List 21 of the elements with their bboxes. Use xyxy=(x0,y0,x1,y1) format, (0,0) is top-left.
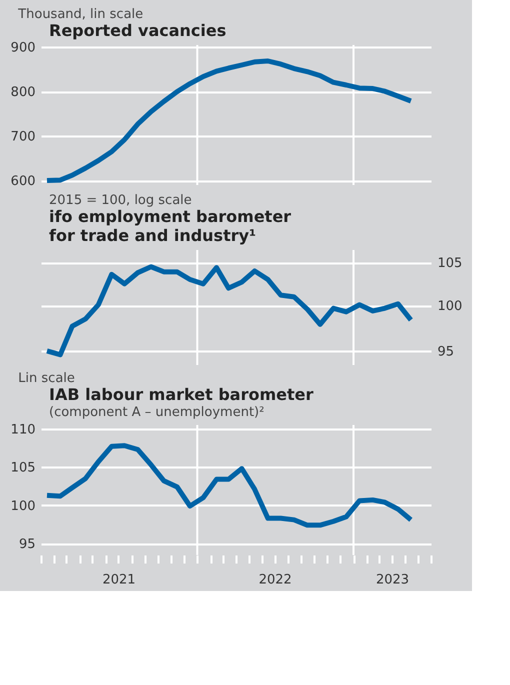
chart-title: Reported vacancies xyxy=(49,21,226,40)
y-tick-label: 95 xyxy=(438,344,454,360)
y-tick-label: 105 xyxy=(10,460,36,476)
chart-subtitle: (component A – unemployment)² xyxy=(49,405,264,420)
y-axis-title: Lin scale xyxy=(18,371,75,386)
x-tick-label: 2022 xyxy=(258,572,292,588)
y-tick-label: 700 xyxy=(10,130,36,145)
y-tick-label: 110 xyxy=(10,422,36,438)
x-tick-label: 2023 xyxy=(376,572,410,588)
x-tick-label: 2021 xyxy=(102,572,136,588)
y-tick-label: 100 xyxy=(10,498,36,514)
chart-title: IAB labour market barometer xyxy=(49,385,314,404)
chart-title: ifo employment barometer for trade and industry¹ xyxy=(49,207,292,245)
y-tick-label: 800 xyxy=(10,85,36,100)
y-tick-label: 900 xyxy=(10,40,36,56)
y-tick-label: 100 xyxy=(438,299,462,314)
y-tick-label: 105 xyxy=(438,256,462,272)
y-tick-label: 95 xyxy=(18,537,36,552)
y-tick-label: 600 xyxy=(10,174,36,190)
y-axis-title: Thousand, lin scale xyxy=(17,7,144,22)
y-axis-title: 2015 = 100, log scale xyxy=(49,193,192,208)
